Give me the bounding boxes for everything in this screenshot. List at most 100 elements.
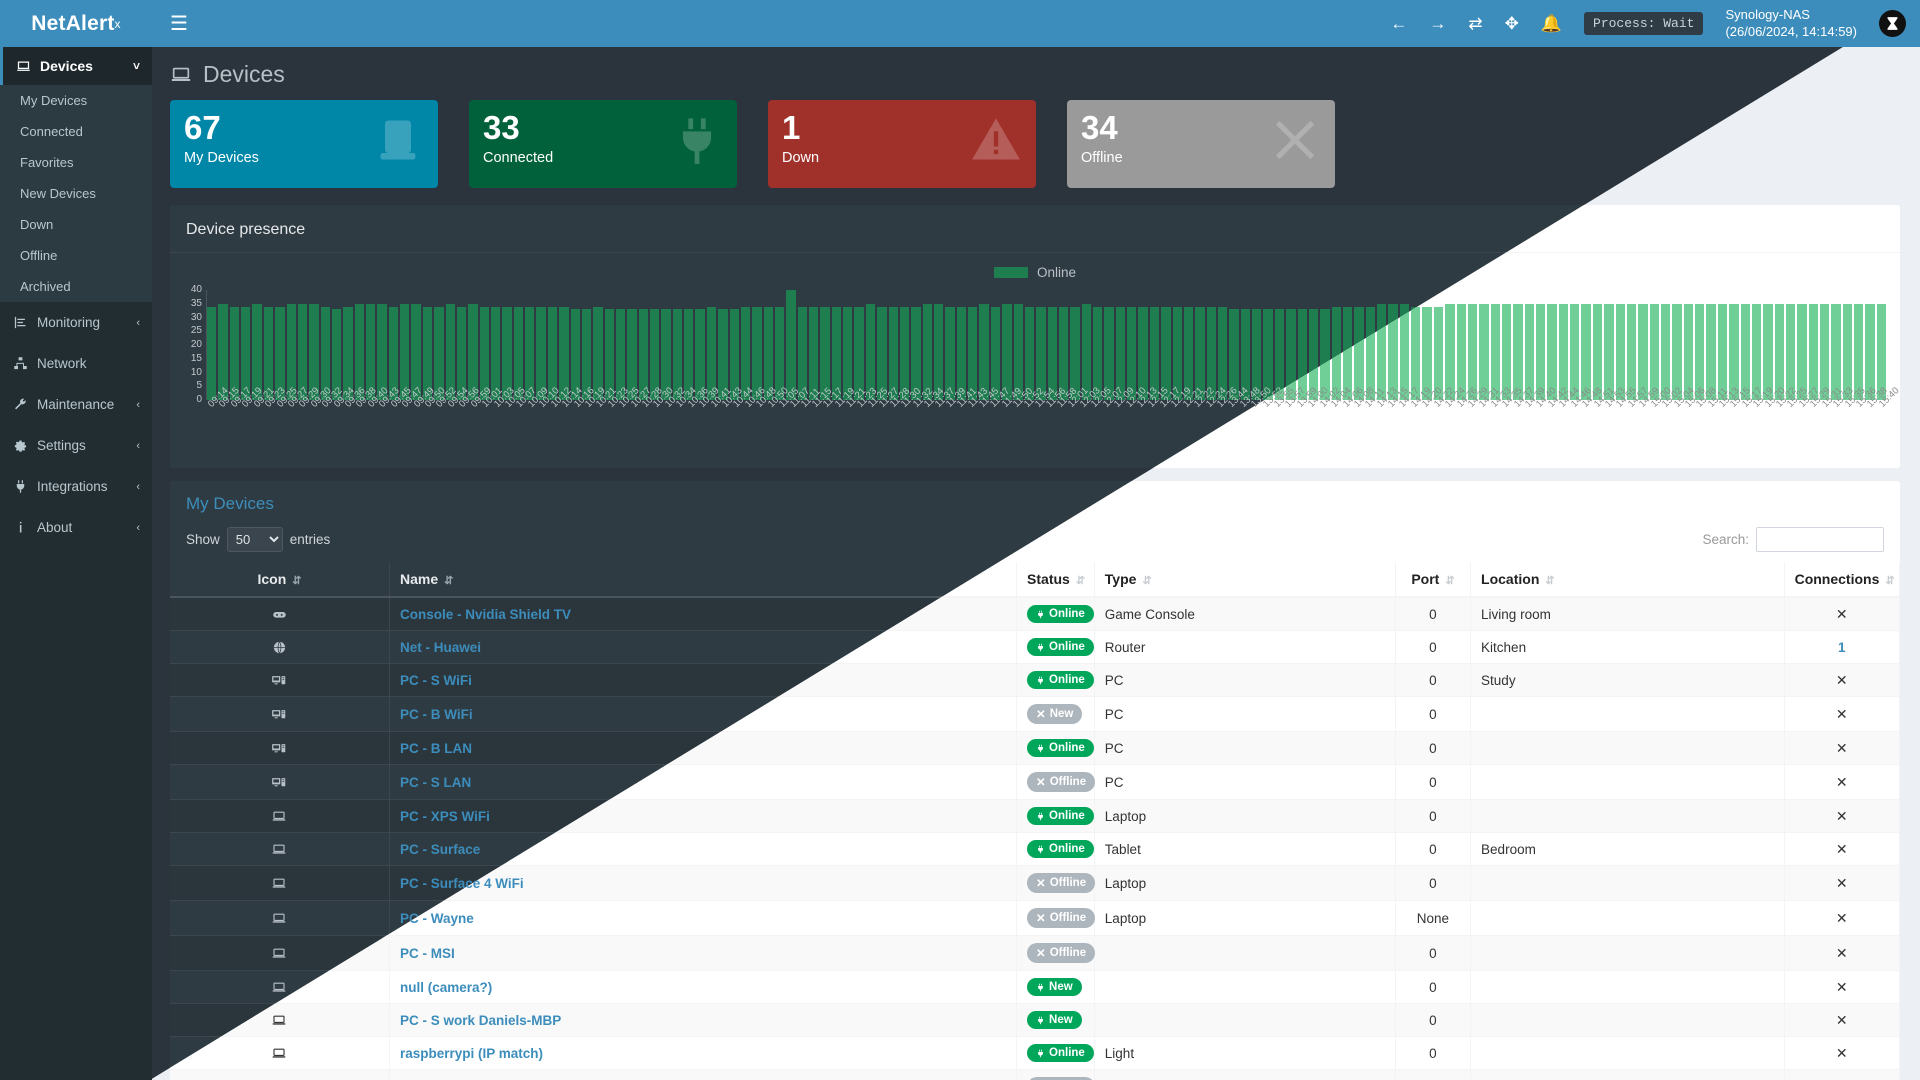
sidebar-item-maintenance[interactable]: Maintenance ‹ xyxy=(0,384,152,425)
sort-icon: ⇵ xyxy=(292,575,302,587)
times-icon: ✕ xyxy=(1835,944,1848,961)
stat-cards: 67 My Devices 33 Connected 1 Down 34 Offline xyxy=(152,100,1920,188)
refresh-icon[interactable]: ⇄ xyxy=(1468,14,1483,33)
stat-card-down[interactable]: 1 Down xyxy=(768,100,1036,188)
status-badge: Online xyxy=(1027,638,1094,656)
sidebar-item-settings[interactable]: Settings ‹ xyxy=(0,425,152,466)
sidebar-maintenance-label: Maintenance xyxy=(37,397,115,412)
chart-bar xyxy=(672,309,683,400)
connections-link[interactable]: 1 xyxy=(1838,639,1846,655)
sidebar-item-about[interactable]: About ‹ xyxy=(0,507,152,548)
chart-bar xyxy=(1854,303,1864,400)
laptop-icon xyxy=(170,64,192,86)
page-length-select[interactable]: 102550100 xyxy=(226,527,283,552)
table-header-name[interactable]: Name⇵ xyxy=(389,562,1018,598)
stat-card-value: 33 xyxy=(483,109,520,146)
table-row[interactable]: null (camera?) New 0 ✕ xyxy=(170,970,1901,1004)
host-time: (26/06/2024, 14:14:59) xyxy=(1725,23,1857,39)
device-location xyxy=(1470,865,1785,901)
sidebar-item-offline[interactable]: Offline xyxy=(0,240,152,271)
sidebar-item-archived[interactable]: Archived xyxy=(0,271,152,302)
table-row[interactable]: PC - S work Daniels-MBP New 0 ✕ xyxy=(170,1003,1901,1037)
device-name-link[interactable]: PC - Surface xyxy=(399,841,481,857)
chart-bar xyxy=(990,306,1001,400)
arrow-left-icon[interactable]: ← xyxy=(1390,14,1408,33)
chart-bar xyxy=(911,306,921,400)
device-port: 0 xyxy=(1395,663,1472,697)
stat-card-offline[interactable]: 34 Offline xyxy=(1067,100,1335,188)
device-name-link[interactable]: PC - S LAN xyxy=(399,774,472,790)
device-name-link[interactable]: Console - Nvidia Shield TV xyxy=(399,606,571,622)
hamburger-icon[interactable]: ☰ xyxy=(170,12,188,35)
chart-bar xyxy=(1490,303,1500,400)
device-name-link[interactable]: null (camera?) xyxy=(399,979,493,995)
device-name-link[interactable]: raspberrypi (IP match) xyxy=(399,1045,544,1061)
device-name-link[interactable]: PC - B WiFi xyxy=(399,706,473,722)
times-icon: ✕ xyxy=(1036,878,1046,890)
device-name-link[interactable]: PC - S WiFi xyxy=(399,672,472,688)
chart-legend: Online xyxy=(184,259,1886,290)
table-header-connections[interactable]: Connections⇵ xyxy=(1784,562,1901,598)
bell-icon[interactable]: 🔔 xyxy=(1540,14,1563,33)
sidebar-monitoring-label: Monitoring xyxy=(37,315,101,330)
device-name-link[interactable]: PC - XPS WiFi xyxy=(399,808,490,824)
sidebar-item-monitoring[interactable]: Monitoring ‹ xyxy=(0,302,152,343)
show-label: Show xyxy=(186,532,220,547)
chart-bar xyxy=(1615,303,1625,400)
device-type xyxy=(1094,970,1396,1004)
device-connections: ✕ xyxy=(1784,731,1901,765)
device-name-link[interactable]: PC - MSI xyxy=(399,945,455,961)
sidebar-about-label: About xyxy=(37,520,73,535)
device-connections: ✕ xyxy=(1784,597,1901,631)
stat-card-my-devices[interactable]: 67 My Devices xyxy=(170,100,438,188)
table-header-status[interactable]: Status⇵ xyxy=(1016,562,1095,598)
sidebar-item-integrations[interactable]: Integrations ‹ xyxy=(0,466,152,507)
search-input[interactable] xyxy=(1756,527,1884,552)
user-avatar-icon[interactable] xyxy=(1879,10,1906,37)
device-name-link[interactable]: Net - Huawei xyxy=(399,639,481,655)
chart-bar xyxy=(968,306,978,400)
table-header-type[interactable]: Type⇵ xyxy=(1094,562,1396,598)
chart-bar xyxy=(1354,306,1364,400)
device-type: Router xyxy=(1094,630,1396,664)
top-header: NetAlert x ☰ ← → ⇄ ✥ 🔔 Process: Wait Syno… xyxy=(0,0,1920,47)
chart-bar xyxy=(615,309,626,400)
brand-name: NetAlert xyxy=(31,11,115,35)
sidebar-item-new-devices[interactable]: New Devices xyxy=(0,178,152,209)
sidebar-item-devices[interactable]: Devices ˅ xyxy=(0,47,152,85)
chart-bar xyxy=(1763,303,1773,400)
chart-bar xyxy=(695,309,705,400)
device-name-link[interactable]: PC - B LAN xyxy=(399,740,472,756)
chart-bar xyxy=(1570,303,1580,400)
table-header-icon[interactable]: Icon⇵ xyxy=(170,562,390,598)
stat-card-connected[interactable]: 33 Connected xyxy=(469,100,737,188)
device-location: Living room xyxy=(1470,597,1785,631)
device-name-link[interactable]: PC - S work Daniels-MBP xyxy=(399,1012,562,1028)
host-info: Synology-NAS (26/06/2024, 14:14:59) xyxy=(1725,7,1857,40)
arrow-right-icon[interactable]: → xyxy=(1429,14,1447,33)
sidebar-item-network[interactable]: Network xyxy=(0,343,152,384)
sidebar-item-connected[interactable]: Connected xyxy=(0,116,152,147)
chart-bar xyxy=(797,306,808,400)
chart-bar xyxy=(1206,306,1216,400)
app-brand[interactable]: NetAlert x xyxy=(0,0,152,47)
chart-bar xyxy=(434,306,444,400)
device-location xyxy=(1470,1003,1785,1037)
sidebar-item-down[interactable]: Down xyxy=(0,209,152,240)
sidebar-integrations-label: Integrations xyxy=(37,479,108,494)
sidebar-item-my-devices[interactable]: My Devices xyxy=(0,85,152,116)
times-icon: ✕ xyxy=(1835,807,1848,824)
chart-bar xyxy=(275,306,285,400)
sidebar-settings-label: Settings xyxy=(37,438,86,453)
table-header-port[interactable]: Port⇵ xyxy=(1395,562,1472,598)
chart-bar xyxy=(309,303,319,400)
move-icon[interactable]: ✥ xyxy=(1504,14,1519,33)
table-row[interactable]: Light - Sideboard WiFi✕OfflineLight0✕ xyxy=(170,1069,1901,1080)
desktop-icon xyxy=(170,696,390,732)
chevron-left-icon: ‹ xyxy=(136,398,140,411)
table-header-location[interactable]: Location⇵ xyxy=(1470,562,1785,598)
sidebar-item-favorites[interactable]: Favorites xyxy=(0,147,152,178)
